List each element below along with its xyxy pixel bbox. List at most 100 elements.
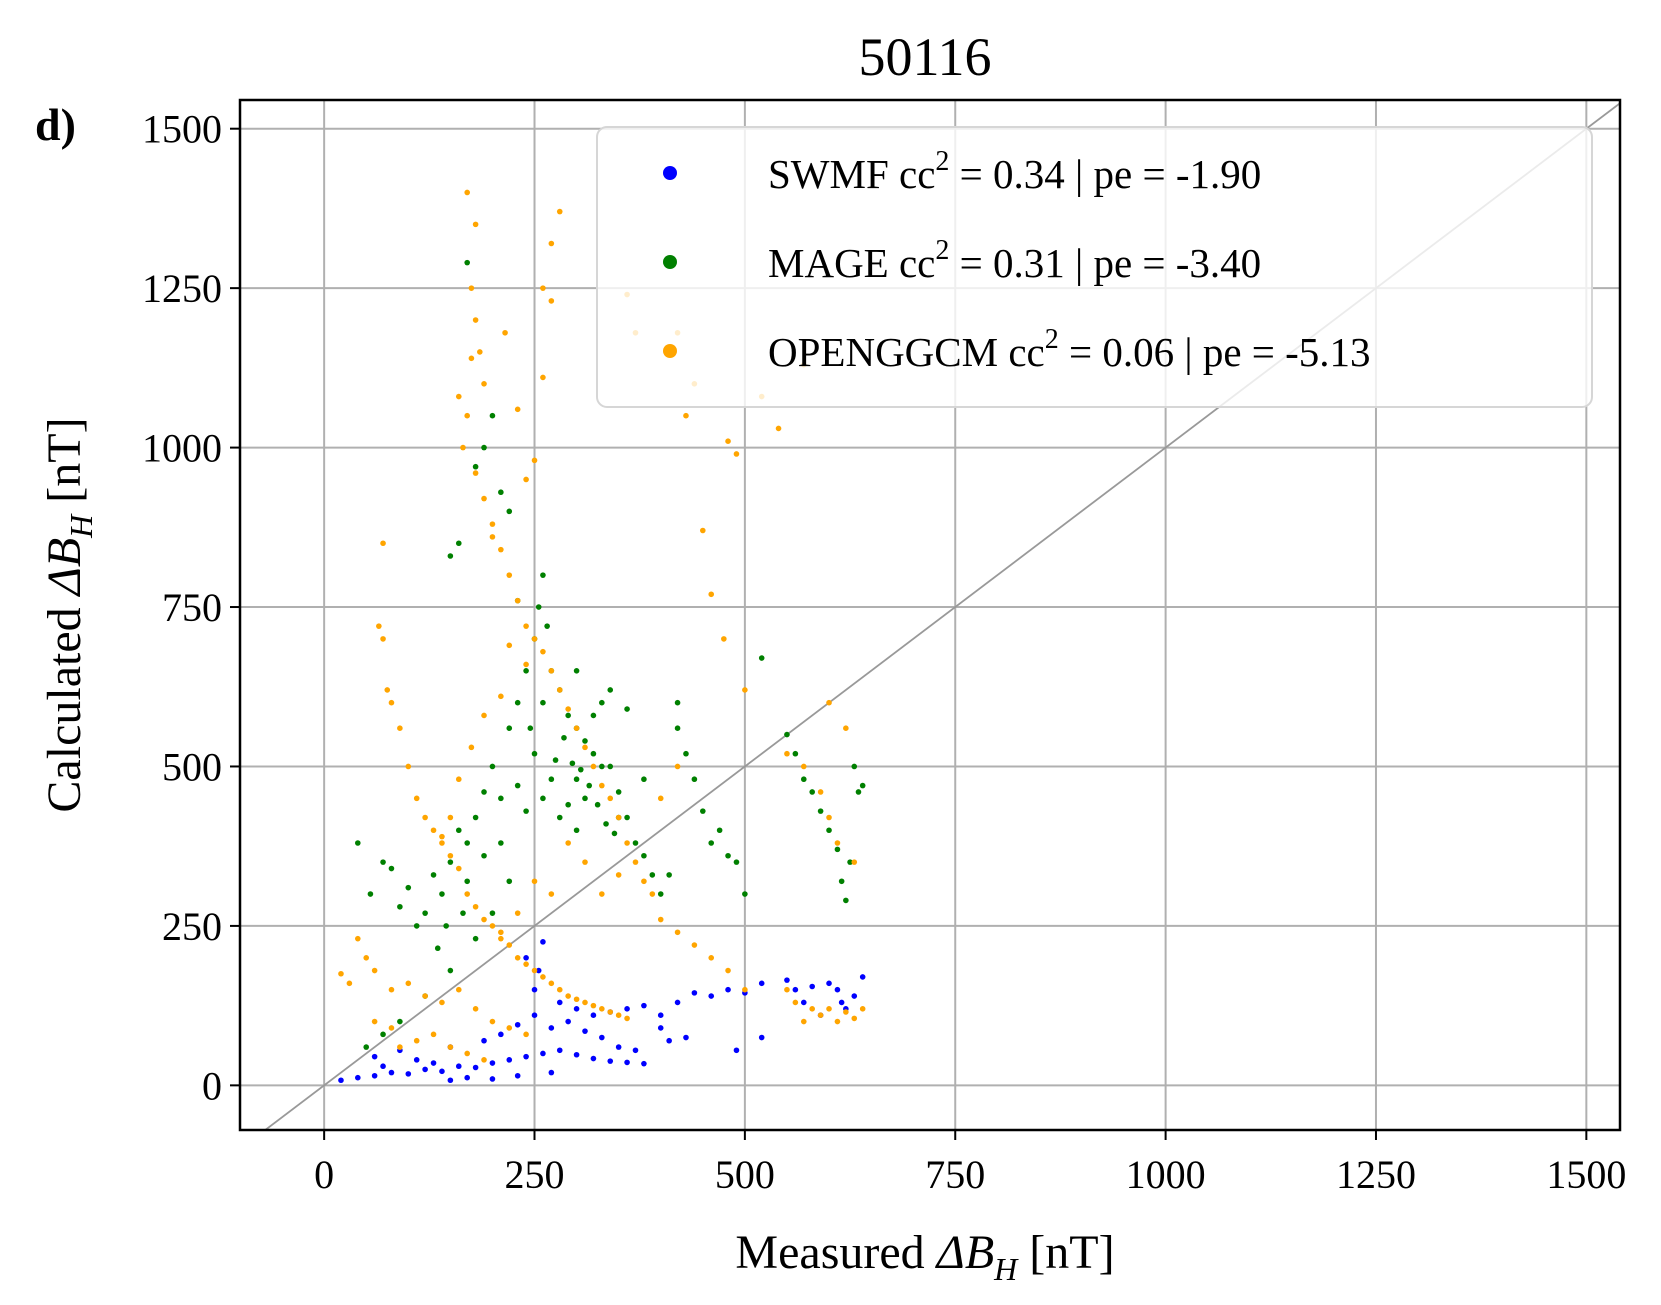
point-mage bbox=[464, 840, 470, 846]
point-swmf bbox=[388, 1069, 395, 1076]
point-swmf bbox=[657, 1025, 664, 1031]
point-openggcm bbox=[565, 706, 571, 712]
point-openggcm bbox=[498, 546, 504, 553]
point-openggcm bbox=[455, 986, 462, 993]
point-openggcm bbox=[514, 597, 521, 604]
point-swmf bbox=[472, 1064, 479, 1071]
point-openggcm bbox=[506, 1025, 513, 1031]
point-mage bbox=[817, 808, 824, 814]
legend-label-openggcm: OPENGGCM cc2 = 0.06 | pe = -5.13 bbox=[768, 324, 1371, 375]
point-mage bbox=[733, 859, 740, 865]
legend-stat-prefix-swmf: cc bbox=[889, 151, 936, 197]
point-mage bbox=[674, 725, 681, 732]
point-openggcm bbox=[472, 221, 479, 228]
point-openggcm bbox=[363, 955, 370, 961]
point-openggcm bbox=[502, 329, 508, 336]
panel-label: d) bbox=[35, 99, 76, 150]
point-swmf bbox=[590, 1055, 597, 1062]
point-swmf bbox=[582, 1028, 588, 1034]
point-openggcm bbox=[700, 527, 706, 534]
point-openggcm bbox=[800, 763, 807, 770]
point-openggcm bbox=[481, 712, 487, 719]
point-swmf bbox=[838, 999, 845, 1006]
point-openggcm bbox=[548, 891, 555, 897]
point-openggcm bbox=[338, 970, 344, 977]
point-swmf bbox=[523, 955, 529, 961]
point-mage bbox=[641, 776, 647, 783]
y-axis-label-subscript: H bbox=[63, 513, 99, 539]
point-openggcm bbox=[582, 859, 588, 865]
point-mage bbox=[624, 706, 630, 712]
y-axis-label-suffix: [nT] bbox=[38, 417, 91, 514]
point-swmf bbox=[531, 1012, 538, 1019]
point-openggcm bbox=[413, 1037, 420, 1044]
point-mage bbox=[599, 699, 605, 706]
point-openggcm bbox=[397, 725, 403, 732]
point-openggcm bbox=[556, 986, 563, 993]
point-mage bbox=[691, 776, 698, 783]
point-mage bbox=[455, 540, 462, 547]
legend: SWMF cc2 = 0.34 | pe = -1.90 MAGE cc2 = … bbox=[596, 126, 1593, 408]
point-swmf bbox=[413, 1057, 420, 1063]
point-openggcm bbox=[477, 349, 483, 355]
point-openggcm bbox=[464, 412, 470, 419]
point-openggcm bbox=[430, 1031, 437, 1038]
point-openggcm bbox=[439, 999, 445, 1006]
point-openggcm bbox=[523, 961, 529, 967]
point-mage bbox=[784, 731, 790, 738]
point-mage bbox=[413, 923, 420, 929]
legend-box bbox=[596, 126, 1593, 408]
point-swmf bbox=[514, 1021, 521, 1028]
point-mage bbox=[792, 750, 799, 757]
point-mage bbox=[674, 699, 681, 706]
point-swmf bbox=[708, 993, 715, 999]
point-mage bbox=[847, 859, 853, 865]
point-swmf bbox=[498, 1031, 504, 1038]
point-mage bbox=[561, 734, 567, 741]
point-openggcm bbox=[506, 572, 513, 578]
point-openggcm bbox=[468, 355, 475, 362]
point-openggcm bbox=[498, 929, 504, 936]
point-openggcm bbox=[472, 317, 479, 323]
x-axis-label-symbol: ΔB bbox=[935, 1226, 995, 1279]
point-mage bbox=[464, 259, 470, 266]
point-mage bbox=[455, 827, 462, 834]
y-tick-label: 750 bbox=[162, 585, 222, 630]
point-swmf bbox=[573, 1006, 580, 1012]
point-mage bbox=[514, 782, 521, 789]
legend-name-mage: MAGE bbox=[768, 240, 889, 286]
y-axis-ticks: 0 250 500 750 1000 1250 1500 bbox=[142, 107, 240, 1108]
point-swmf bbox=[590, 1012, 597, 1019]
point-mage bbox=[481, 852, 487, 859]
point-mage bbox=[826, 827, 832, 834]
point-swmf bbox=[405, 1071, 412, 1077]
point-openggcm bbox=[615, 814, 622, 821]
legend-stat-suffix-openggcm: = 0.06 | pe = -5.13 bbox=[1059, 329, 1371, 375]
y-tick-label: 1500 bbox=[142, 107, 222, 152]
point-openggcm bbox=[506, 642, 513, 649]
point-swmf bbox=[489, 1060, 496, 1066]
point-swmf bbox=[338, 1077, 344, 1084]
x-axis-ticks: 0 250 500 750 1000 1250 1500 bbox=[314, 1130, 1626, 1197]
point-openggcm bbox=[826, 699, 832, 706]
point-mage bbox=[855, 789, 862, 795]
point-swmf bbox=[573, 1051, 580, 1058]
point-mage bbox=[582, 738, 588, 744]
point-openggcm bbox=[599, 1006, 605, 1012]
point-swmf bbox=[599, 1034, 605, 1041]
point-swmf bbox=[540, 1050, 546, 1057]
point-openggcm bbox=[834, 840, 841, 846]
point-mage bbox=[582, 795, 588, 802]
point-openggcm bbox=[649, 891, 656, 897]
point-openggcm bbox=[371, 1018, 378, 1025]
point-openggcm bbox=[775, 425, 782, 432]
series-mage bbox=[355, 259, 866, 1050]
point-swmf bbox=[674, 999, 681, 1006]
point-mage bbox=[363, 1044, 370, 1050]
point-openggcm bbox=[590, 763, 597, 770]
point-openggcm bbox=[422, 993, 428, 999]
point-openggcm bbox=[498, 693, 504, 700]
legend-stat-prefix-openggcm: cc bbox=[998, 329, 1045, 375]
point-openggcm bbox=[548, 668, 555, 674]
